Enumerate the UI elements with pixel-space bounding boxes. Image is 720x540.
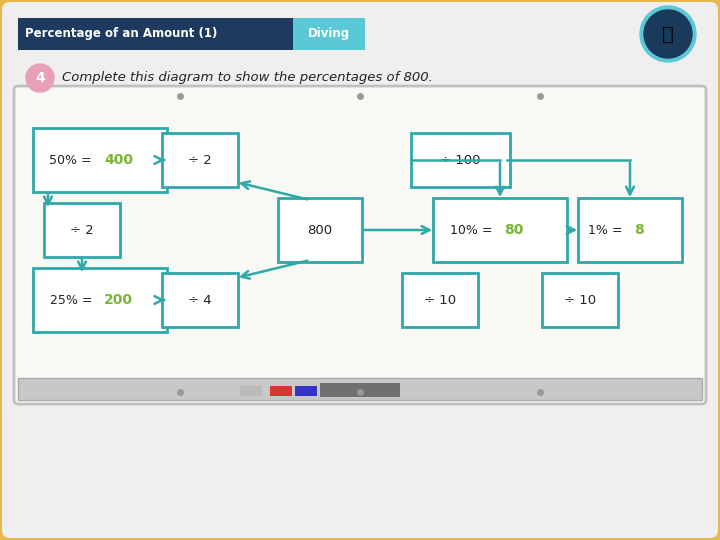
Text: ÷ 100: ÷ 100	[440, 153, 480, 166]
Text: 50% =: 50% =	[50, 153, 96, 166]
Text: Diving: Diving	[308, 28, 350, 40]
FancyBboxPatch shape	[402, 273, 478, 327]
Text: ÷ 10: ÷ 10	[564, 294, 596, 307]
FancyBboxPatch shape	[578, 198, 682, 262]
Circle shape	[644, 10, 692, 58]
Text: Percentage of an Amount (1): Percentage of an Amount (1)	[25, 28, 217, 40]
FancyBboxPatch shape	[542, 273, 618, 327]
FancyBboxPatch shape	[270, 386, 292, 396]
FancyBboxPatch shape	[295, 386, 317, 396]
FancyBboxPatch shape	[33, 128, 167, 192]
FancyBboxPatch shape	[162, 273, 238, 327]
Text: 4: 4	[35, 71, 45, 85]
FancyBboxPatch shape	[433, 198, 567, 262]
Text: 400: 400	[104, 153, 133, 167]
Text: 8: 8	[634, 223, 644, 237]
Text: ÷ 4: ÷ 4	[188, 294, 212, 307]
Text: Complete this diagram to show the percentages of 800.: Complete this diagram to show the percen…	[62, 71, 433, 84]
FancyBboxPatch shape	[240, 386, 262, 396]
Text: 1% =: 1% =	[588, 224, 626, 237]
Text: ÷ 10: ÷ 10	[424, 294, 456, 307]
Text: 80: 80	[504, 223, 523, 237]
FancyBboxPatch shape	[33, 268, 167, 332]
FancyBboxPatch shape	[162, 133, 238, 187]
Text: 800: 800	[307, 224, 333, 237]
Text: ÷ 2: ÷ 2	[70, 224, 94, 237]
FancyBboxPatch shape	[293, 18, 365, 50]
Text: 10% =: 10% =	[449, 224, 496, 237]
FancyBboxPatch shape	[278, 198, 362, 262]
FancyBboxPatch shape	[320, 383, 400, 397]
Text: ÷ 2: ÷ 2	[188, 153, 212, 166]
FancyBboxPatch shape	[18, 378, 702, 400]
Text: 200: 200	[104, 293, 133, 307]
Text: 25% =: 25% =	[50, 294, 96, 307]
FancyBboxPatch shape	[18, 18, 293, 50]
FancyBboxPatch shape	[14, 86, 706, 404]
Circle shape	[26, 64, 54, 92]
FancyBboxPatch shape	[44, 203, 120, 257]
Circle shape	[640, 6, 696, 62]
FancyBboxPatch shape	[410, 133, 510, 187]
Text: 🐟: 🐟	[662, 24, 674, 44]
